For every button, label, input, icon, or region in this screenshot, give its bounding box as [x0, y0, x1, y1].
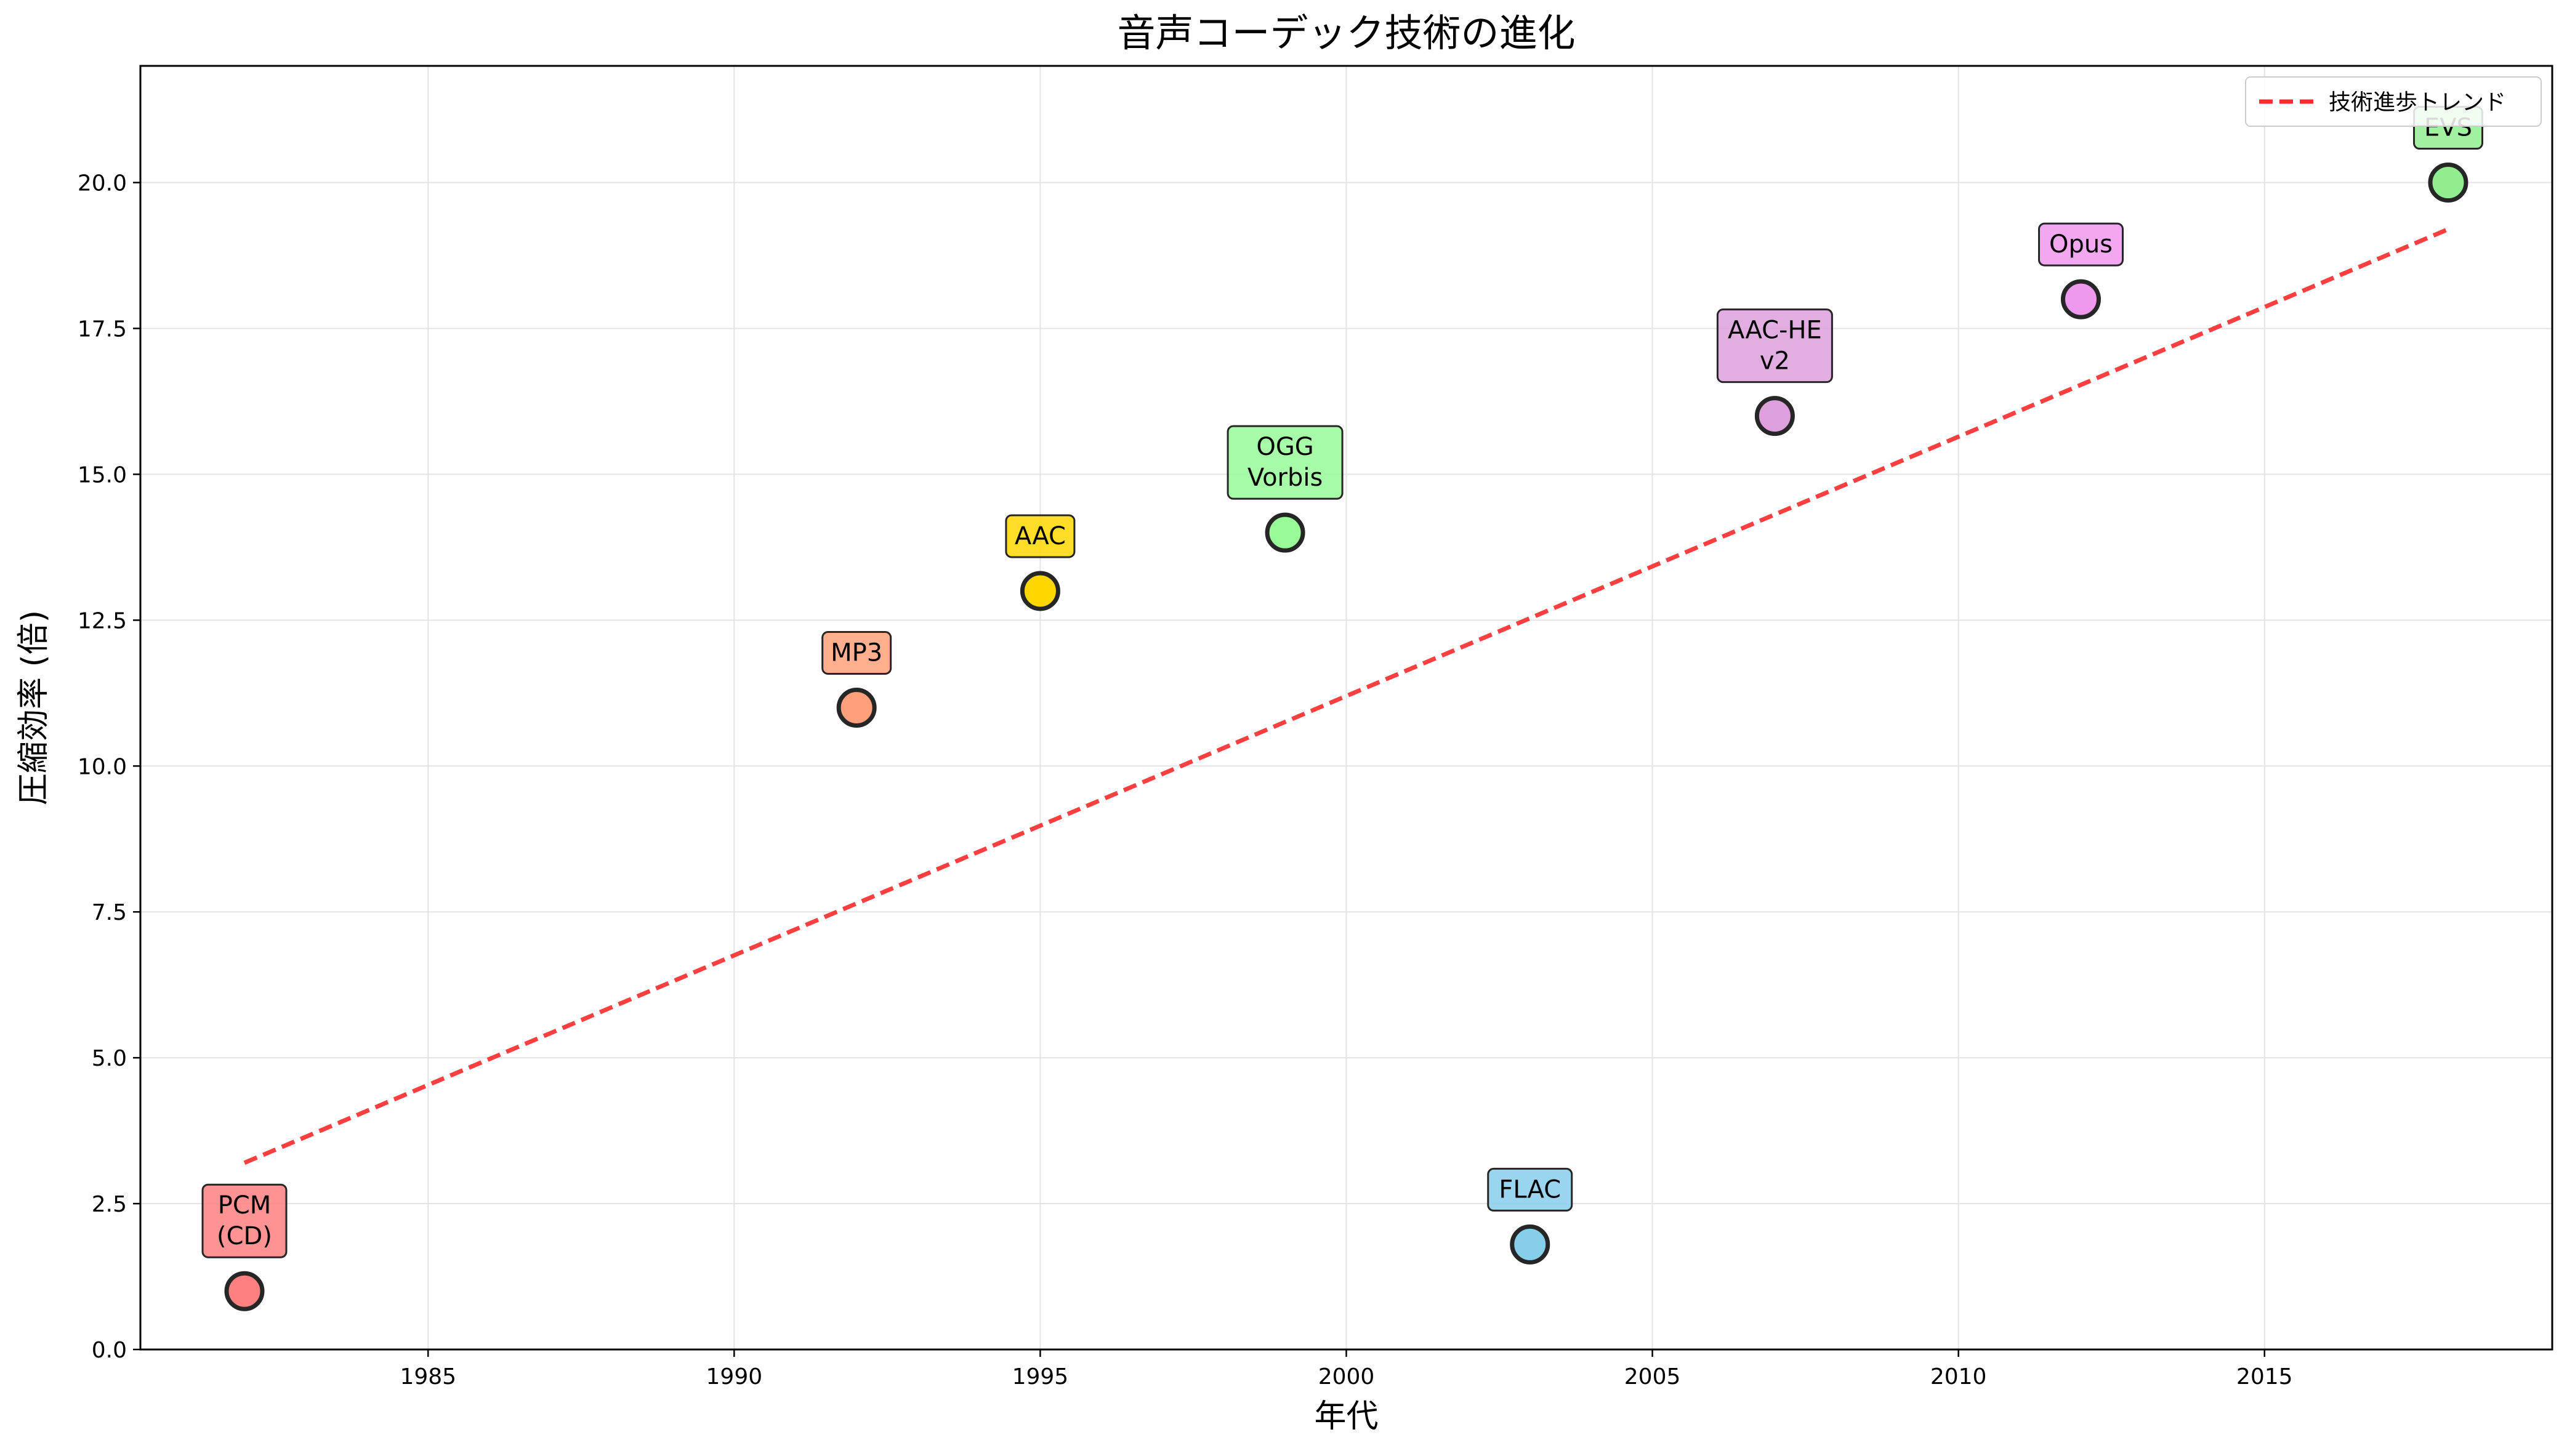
y-tick-label: 7.5 — [92, 900, 127, 925]
data-point-group: AAC-HE v2 — [1716, 308, 1833, 436]
x-tick-label: 2015 — [2236, 1364, 2293, 1390]
y-tick-label: 5.0 — [92, 1046, 127, 1071]
point-label: Opus — [2049, 230, 2113, 259]
point-label-box — [2037, 222, 2124, 267]
point-label: AAC-HE v2 — [1728, 316, 1822, 376]
data-point — [1510, 1224, 1550, 1265]
data-point — [1020, 571, 1060, 611]
data-point-group: MP3 — [821, 631, 892, 728]
data-point — [224, 1271, 265, 1311]
x-tick-label: 2000 — [1318, 1364, 1375, 1390]
plot-frame — [139, 65, 2553, 1351]
x-tick-label: 1985 — [400, 1364, 456, 1390]
point-label-line: MP3 — [831, 639, 882, 667]
legend: 技術進歩トレンド — [2245, 76, 2542, 127]
data-point-group: AAC — [1005, 514, 1076, 611]
point-label: MP3 — [831, 639, 882, 667]
point-label-box — [1005, 514, 1076, 558]
data-point-group: Opus — [2037, 222, 2124, 320]
legend-label: 技術進歩トレンド — [2329, 90, 2506, 115]
point-label-line: OGG — [1256, 433, 1313, 461]
data-point — [836, 688, 877, 728]
y-tick-label: 2.5 — [92, 1192, 127, 1217]
y-tick-label: 10.0 — [78, 754, 127, 779]
data-point — [1754, 396, 1795, 436]
point-label-line: Opus — [2049, 230, 2113, 259]
y-tick-label: 0.0 — [92, 1338, 127, 1363]
x-axis-label: 年代 — [1314, 1398, 1378, 1435]
point-label-line: v2 — [1760, 347, 1790, 376]
y-tick-label: 17.5 — [78, 316, 127, 342]
y-tick-label: 12.5 — [78, 608, 127, 633]
point-label-line: FLAC — [1499, 1175, 1561, 1204]
data-point-group: PCM (CD) — [201, 1183, 288, 1311]
legend-box — [2245, 76, 2542, 127]
x-tick-label: 1995 — [1012, 1364, 1069, 1390]
point-label: AAC — [1015, 522, 1066, 550]
point-label-box — [821, 631, 892, 675]
point-label-line: Vorbis — [1247, 464, 1323, 492]
point-label-box — [1227, 425, 1344, 500]
y-tick-label: 20.0 — [78, 171, 127, 196]
data-point-group: OGG Vorbis — [1227, 425, 1344, 553]
point-label-box — [201, 1183, 288, 1258]
y-tick-label: 15.0 — [78, 462, 127, 488]
chart-title: 音声コーデック技術の進化 — [1117, 10, 1575, 55]
point-label: OGG Vorbis — [1247, 433, 1323, 492]
x-tick-label: 2010 — [1930, 1364, 1987, 1390]
point-label-line: AAC-HE — [1728, 316, 1822, 345]
axis-ticks: 1985 1990 1995 2000 2005 2010 2015 0.0 2.5 5.0 7.5… — [78, 171, 2293, 1390]
point-label-line: AAC — [1015, 522, 1066, 550]
grid-lines — [140, 66, 2552, 1350]
x-tick-label: 2005 — [1624, 1364, 1681, 1390]
point-label-box — [1716, 308, 1833, 384]
y-axis-label: 圧縮効率 (倍) — [15, 610, 52, 805]
data-point — [2428, 163, 2468, 203]
data-point — [2060, 279, 2101, 320]
point-label: PCM (CD) — [217, 1191, 272, 1250]
point-label-line: (CD) — [217, 1222, 272, 1250]
data-point-group: FLAC — [1487, 1167, 1573, 1265]
point-label-line: PCM — [218, 1191, 272, 1220]
trend-line — [243, 227, 2449, 1165]
x-tick-label: 1990 — [706, 1364, 763, 1390]
data-point — [1265, 512, 1305, 553]
point-label: FLAC — [1499, 1175, 1561, 1204]
point-label-box — [1487, 1167, 1573, 1212]
